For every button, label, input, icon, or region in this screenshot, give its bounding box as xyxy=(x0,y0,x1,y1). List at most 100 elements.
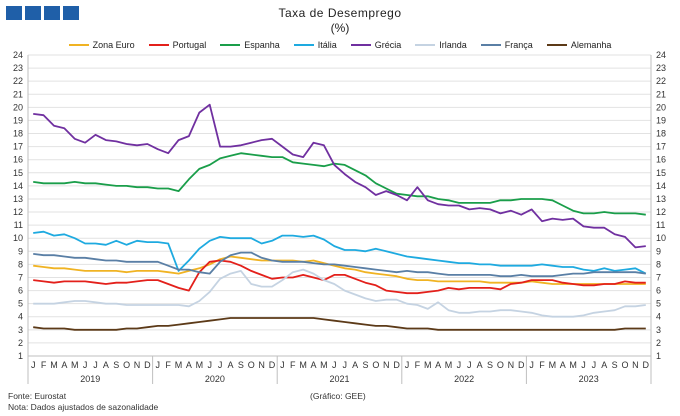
y-tick-left-23: 23 xyxy=(13,63,23,73)
legend-item-italia: Itália xyxy=(293,38,337,52)
x-tick-month-2020-5: M xyxy=(196,360,204,370)
series-line-portugal xyxy=(33,259,646,295)
x-tick-month-2021-2: F xyxy=(290,360,296,370)
x-tick-month-2023-1: J xyxy=(529,360,534,370)
source-note: Fonte: Eurostat xyxy=(8,391,67,401)
legend-label-franca: França xyxy=(504,40,533,50)
x-tick-month-2022-8: A xyxy=(477,360,483,370)
series-line-alemanha xyxy=(33,317,646,331)
x-tick-year-2023: 2023 xyxy=(579,374,599,384)
y-tick-left-5: 5 xyxy=(18,299,23,309)
x-tick-month-2022-6: J xyxy=(457,360,462,370)
x-tick-month-2019-6: J xyxy=(83,360,88,370)
x-tick-month-2022-9: S xyxy=(487,360,493,370)
legend-swatch-alemanha xyxy=(546,44,567,46)
y-tick-left-24: 24 xyxy=(13,50,23,60)
legend-label-italia: Itália xyxy=(317,40,337,50)
y-tick-left-18: 18 xyxy=(13,129,23,139)
legend-item-grecia: Grécia xyxy=(350,38,402,52)
legend-item-franca: França xyxy=(480,38,533,52)
y-tick-right-18: 18 xyxy=(656,129,666,139)
chart-legend: Zona Euro Portugal Espanha Itália Grécia Irla… xyxy=(0,38,680,52)
x-tick-month-2022-2: F xyxy=(415,360,421,370)
y-tick-right-2: 2 xyxy=(656,338,661,348)
x-tick-month-2023-9: S xyxy=(612,360,618,370)
y-tick-right-9: 9 xyxy=(656,246,661,256)
x-tick-month-2020-6: J xyxy=(207,360,212,370)
series-line-italia xyxy=(33,230,647,275)
x-tick-month-2023-5: M xyxy=(569,360,577,370)
legend-label-espanha: Espanha xyxy=(244,40,280,50)
x-tick-month-2022-3: M xyxy=(424,360,432,370)
y-tick-right-23: 23 xyxy=(656,63,666,73)
x-tick-month-2021-10: O xyxy=(372,360,379,370)
y-tick-left-19: 19 xyxy=(13,115,23,125)
x-tick-month-2020-9: S xyxy=(238,360,244,370)
x-tick-month-2022-12: D xyxy=(518,360,525,370)
x-tick-month-2020-2: F xyxy=(165,360,171,370)
series-line-grecia xyxy=(33,103,646,249)
legend-swatch-franca xyxy=(480,44,501,46)
x-tick-month-2019-1: J xyxy=(31,360,36,370)
legend-item-zona-euro: Zona Euro xyxy=(68,38,135,52)
legend-label-alemanha: Alemanha xyxy=(570,40,612,50)
y-tick-right-15: 15 xyxy=(656,168,666,178)
y-tick-right-21: 21 xyxy=(656,89,666,99)
y-tick-right-5: 5 xyxy=(656,299,661,309)
y-tick-right-4: 4 xyxy=(656,312,661,322)
x-tick-month-2019-8: A xyxy=(103,360,109,370)
legend-label-irlanda: Irlanda xyxy=(439,40,467,50)
y-tick-right-17: 17 xyxy=(656,142,666,152)
y-tick-left-7: 7 xyxy=(18,272,23,282)
y-tick-right-3: 3 xyxy=(656,325,661,335)
x-tick-month-2022-5: M xyxy=(445,360,453,370)
x-tick-month-2020-12: D xyxy=(269,360,276,370)
x-tick-month-2023-8: A xyxy=(601,360,607,370)
y-tick-right-8: 8 xyxy=(656,259,661,269)
y-tick-left-3: 3 xyxy=(18,325,23,335)
x-tick-month-2023-4: A xyxy=(560,360,566,370)
series-line-espanha xyxy=(33,152,646,216)
x-tick-month-2019-11: N xyxy=(134,360,141,370)
y-tick-left-1: 1 xyxy=(18,351,23,361)
x-tick-month-2019-5: M xyxy=(71,360,79,370)
y-tick-right-1: 1 xyxy=(656,351,661,361)
x-tick-month-2020-1: J xyxy=(156,360,161,370)
legend-swatch-portugal xyxy=(148,44,169,46)
legend-swatch-italia xyxy=(293,44,314,46)
legend-item-irlanda: Irlanda xyxy=(415,38,467,52)
series-line-irlanda xyxy=(33,268,646,318)
y-tick-right-10: 10 xyxy=(656,233,666,243)
legend-swatch-zona-euro xyxy=(68,44,89,46)
x-tick-month-2022-7: J xyxy=(467,360,472,370)
x-tick-year-2021: 2021 xyxy=(329,374,349,384)
y-tick-left-16: 16 xyxy=(13,155,23,165)
y-tick-left-10: 10 xyxy=(13,233,23,243)
y-tick-left-21: 21 xyxy=(13,89,23,99)
x-tick-month-2023-2: F xyxy=(539,360,545,370)
x-tick-month-2023-7: J xyxy=(592,360,597,370)
x-tick-month-2020-11: N xyxy=(258,360,265,370)
x-tick-month-2023-6: J xyxy=(581,360,586,370)
y-tick-right-14: 14 xyxy=(656,181,666,191)
y-tick-right-24: 24 xyxy=(656,50,666,60)
legend-item-espanha: Espanha xyxy=(220,38,280,52)
x-tick-month-2021-9: S xyxy=(362,360,368,370)
x-tick-month-2023-12: D xyxy=(643,360,650,370)
y-tick-left-20: 20 xyxy=(13,102,23,112)
y-tick-left-14: 14 xyxy=(13,181,23,191)
y-tick-left-22: 22 xyxy=(13,76,23,86)
x-tick-month-2023-11: N xyxy=(632,360,639,370)
legend-label-zona-euro: Zona Euro xyxy=(92,40,135,50)
legend-label-grecia: Grécia xyxy=(374,40,402,50)
y-tick-right-13: 13 xyxy=(656,194,666,204)
y-tick-left-12: 12 xyxy=(13,207,23,217)
x-tick-year-2019: 2019 xyxy=(80,374,100,384)
legend-swatch-espanha xyxy=(220,44,241,46)
x-tick-month-2023-10: O xyxy=(622,360,629,370)
x-tick-month-2019-3: M xyxy=(50,360,58,370)
y-tick-left-17: 17 xyxy=(13,142,23,152)
x-tick-month-2023-3: M xyxy=(549,360,557,370)
y-tick-left-13: 13 xyxy=(13,194,23,204)
y-tick-right-16: 16 xyxy=(656,155,666,165)
